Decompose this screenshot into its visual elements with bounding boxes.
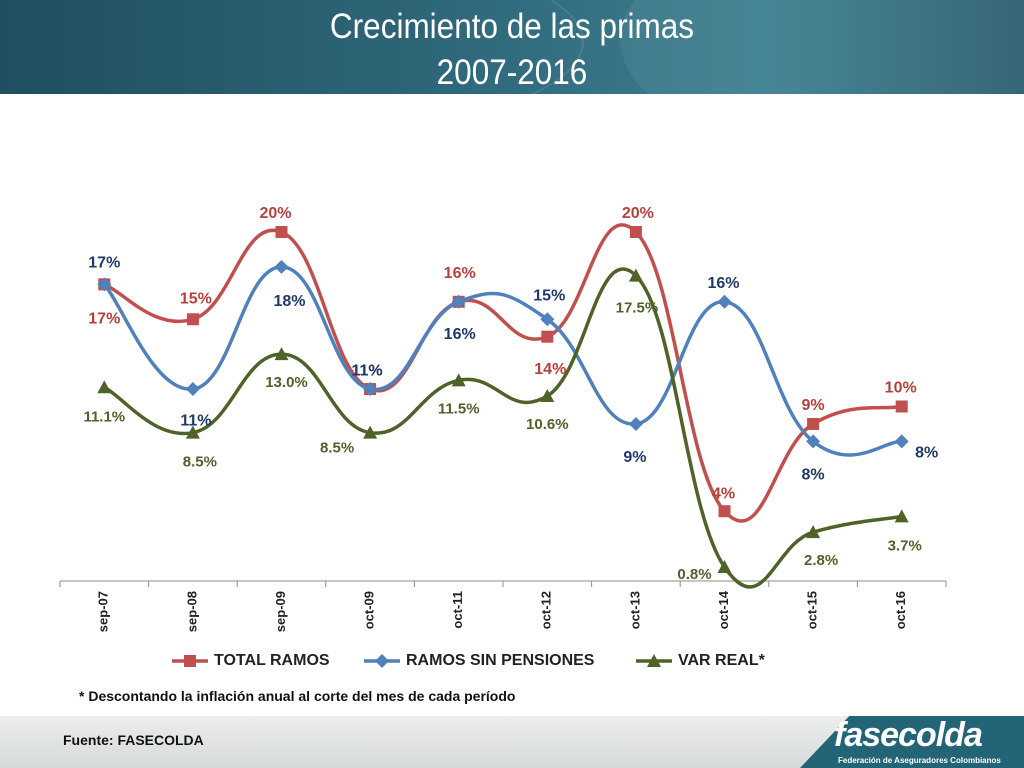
data-label-ramos-sin-pensiones: 16% [707,275,739,292]
footnote: * Descontando la inflación anual al cort… [79,688,516,704]
data-point-var-real [274,347,289,361]
data-label-ramos-sin-pensiones: 8% [915,445,938,462]
data-label-var-real: 3.7% [888,537,922,554]
legend-label-ramos-sin-pensiones: RAMOS SIN PENSIONES [406,652,595,669]
x-tick-label: oct-09 [362,591,377,629]
data-point-total-ramos [895,400,908,413]
data-point-ramos-sin-pensiones [185,382,200,397]
data-point-total-ramos [186,313,199,326]
data-point-total-ramos [541,330,554,343]
x-tick-label: oct-12 [539,591,554,629]
x-tick-label: oct-16 [893,591,908,629]
legend-marker-total-ramos [184,655,196,667]
data-label-ramos-sin-pensiones: 15% [533,287,565,304]
data-label-ramos-sin-pensiones: 8% [802,467,825,484]
series-line-var-real [102,267,904,589]
data-point-var-real [185,425,200,439]
chart-legend: TOTAL RAMOS RAMOS SIN PENSIONES VAR REAL* [172,652,766,669]
page-subtitle: 2007-2016 [436,53,588,92]
header-swoosh [0,0,584,94]
data-point-ramos-sin-pensiones [451,294,466,309]
x-tick-label: sep-09 [273,591,288,632]
data-label-var-real: 11.1% [83,408,125,425]
data-label-total-ramos: 20% [622,205,654,222]
data-label-var-real: 8.5% [320,440,354,457]
source-note: Fuente: FASECOLDA [63,732,204,748]
data-label-var-real: 8.5% [183,454,217,471]
data-label-ramos-sin-pensiones: 11% [352,362,383,379]
chart-axes: sep-07 sep-08 sep-09 oct-09 oct-11 oct-12 oct-… [59,580,947,632]
data-point-var-real [451,373,466,387]
data-point-ramos-sin-pensiones [717,294,732,309]
data-point-var-real [628,268,643,282]
legend-label-total-ramos: TOTAL RAMOS [214,652,330,669]
legend-marker-ramos-sin-pensiones [375,654,389,668]
legend-marker-var-real [647,654,661,667]
data-label-var-real: 17.5% [616,300,659,317]
data-label-ramos-sin-pensiones: 16% [444,326,476,343]
data-label-total-ramos: 15% [180,290,212,307]
data-point-var-real [894,509,909,523]
data-point-total-ramos [275,226,288,238]
data-label-var-real: 2.8% [804,552,838,569]
data-label-total-ramos: 20% [259,205,291,222]
data-point-ramos-sin-pensiones [363,382,378,397]
data-point-var-real [540,389,555,403]
data-label-ramos-sin-pensiones: 18% [273,293,305,310]
x-tick-label: oct-11 [450,591,465,629]
data-point-ramos-sin-pensiones [274,259,289,274]
x-tick-label: oct-15 [805,591,820,629]
chart-data-labels: 17%15%20%11%16%14%20%4%9%10%17%11%18%11%… [83,205,938,583]
data-label-ramos-sin-pensiones: 9% [623,449,646,466]
data-label-total-ramos: 16% [444,265,476,282]
x-tick-label: oct-14 [716,590,731,629]
data-label-var-real: 10.6% [526,416,569,433]
data-label-total-ramos: 11% [352,362,383,379]
data-point-ramos-sin-pensiones [894,434,909,449]
data-label-ramos-sin-pensiones: 11% [180,412,211,429]
data-label-total-ramos: 4% [712,485,735,502]
logo: fasecolda [834,716,983,754]
data-point-total-ramos [807,417,820,430]
series-line-total-ramos [102,223,904,523]
data-label-total-ramos: 10% [885,380,917,397]
data-label-total-ramos: 14% [534,361,566,378]
data-point-ramos-sin-pensiones [806,434,821,449]
data-point-ramos-sin-pensiones [97,277,112,292]
data-point-ramos-sin-pensiones [628,416,643,431]
data-label-ramos-sin-pensiones: 17% [88,255,120,272]
data-point-var-real [363,425,378,439]
series-line-ramos-sin-pensiones [102,265,904,457]
data-point-total-ramos [629,226,642,238]
data-point-var-real [806,525,821,539]
header-banner [0,0,1024,94]
chart-series [97,223,909,589]
page-title: Crecimiento de las primas [329,7,695,46]
data-point-ramos-sin-pensiones [540,312,555,327]
line-chart: sep-07 sep-08 sep-09 oct-09 oct-11 oct-12 oct-… [59,205,947,669]
legend-label-var-real: VAR REAL* [678,652,766,669]
data-point-var-real [97,380,112,394]
data-label-var-real: 0.8% [677,566,711,583]
x-tick-label: sep-08 [184,591,199,632]
logo-subtitle: Federación de Aseguradores Colombianos [838,756,1001,765]
data-label-var-real: 13.0% [265,374,308,391]
data-label-total-ramos: 9% [802,397,825,414]
data-label-var-real: 11.5% [438,400,480,417]
data-point-var-real [717,560,732,574]
x-tick-label: sep-07 [96,591,111,632]
header-swoosh [620,0,1024,94]
x-tick-label: oct-13 [627,591,642,629]
data-label-total-ramos: 17% [88,311,120,328]
data-point-total-ramos [718,505,731,518]
